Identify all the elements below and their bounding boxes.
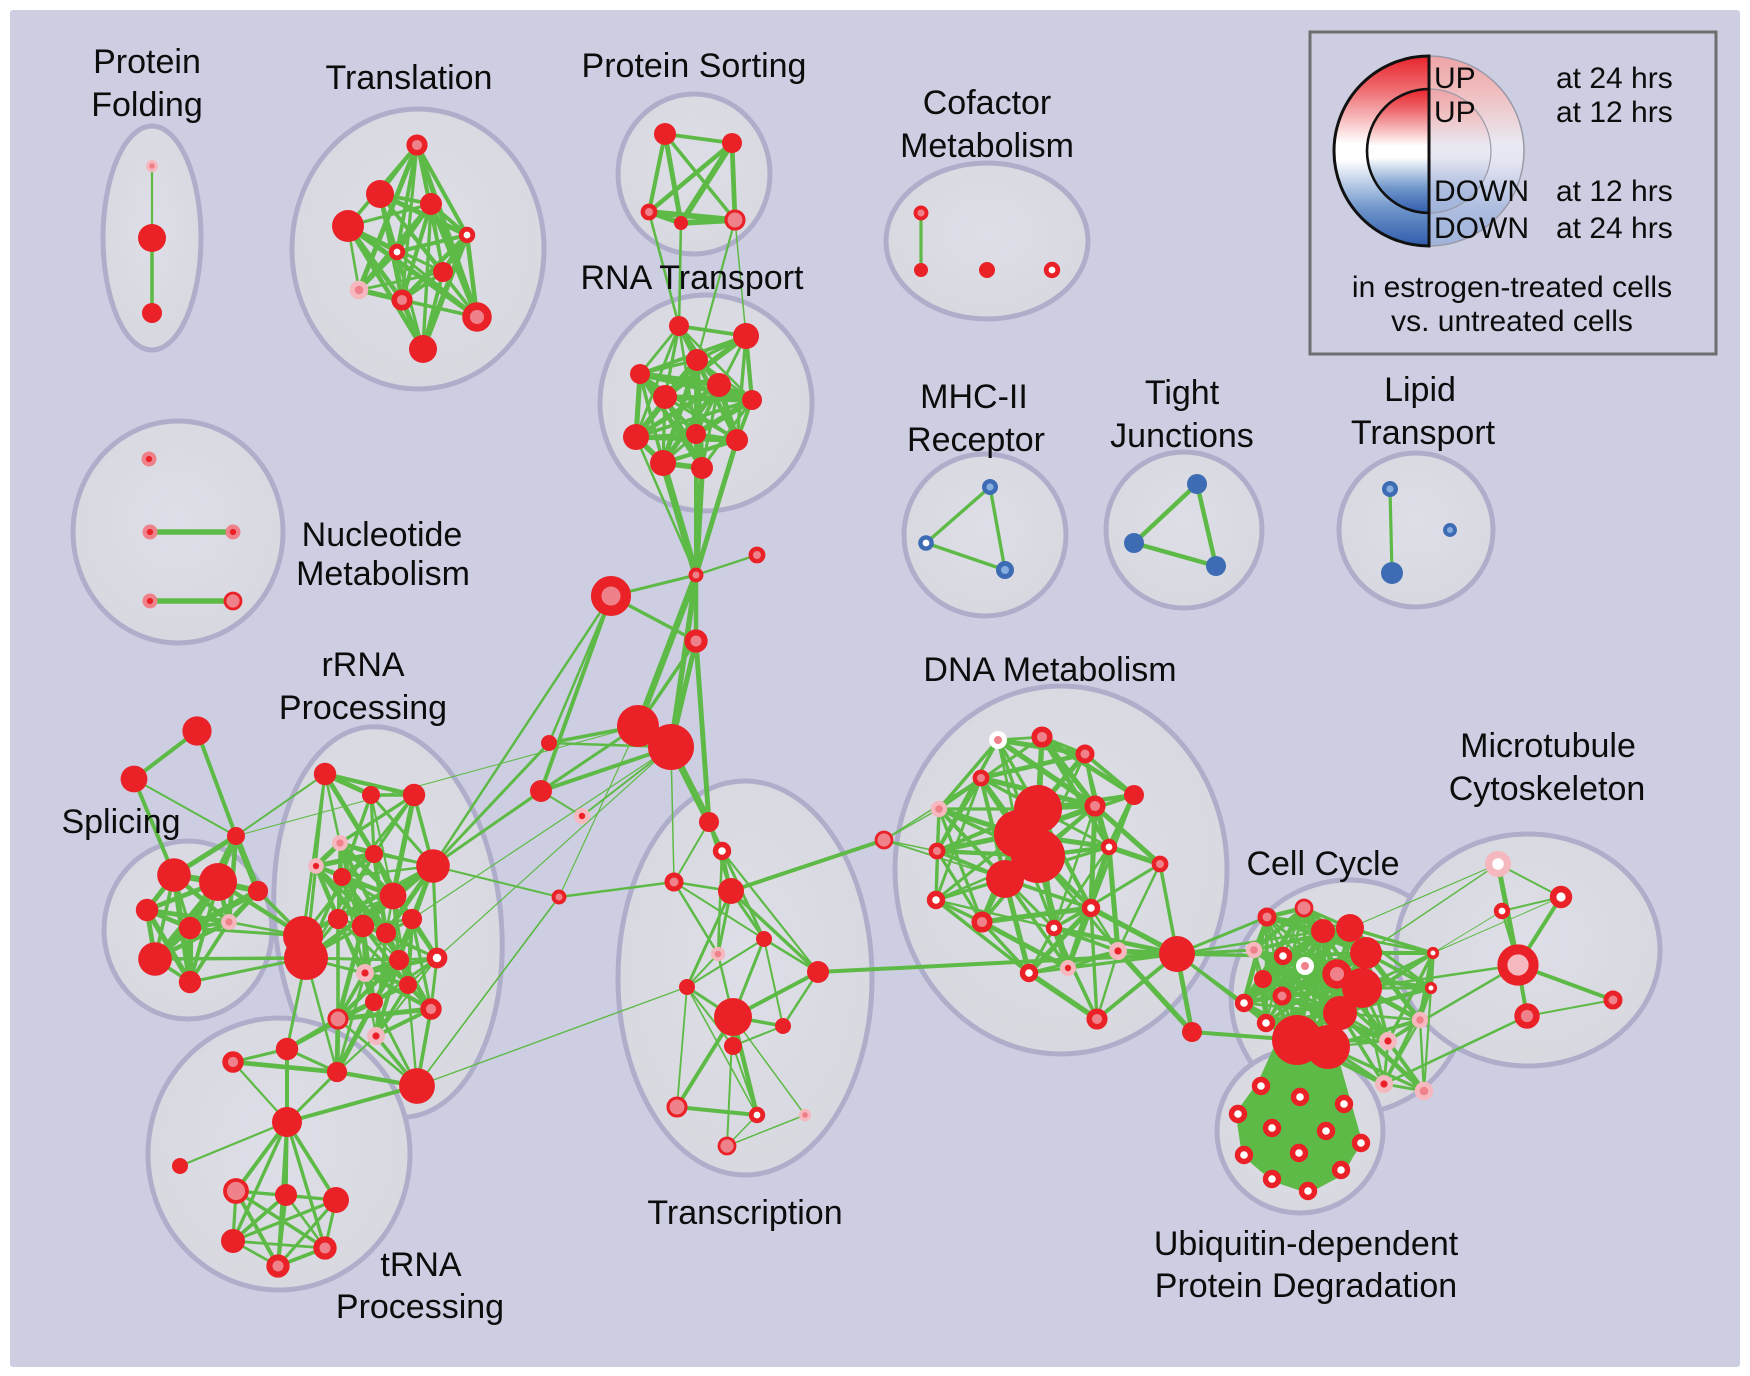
svg-text:MHC-II: MHC-II — [920, 378, 1028, 416]
svg-text:Tight: Tight — [1145, 374, 1220, 412]
svg-text:Cofactor: Cofactor — [923, 84, 1052, 122]
svg-text:rRNA: rRNA — [321, 646, 404, 684]
svg-text:Processing: Processing — [279, 689, 447, 727]
svg-text:Nucleotide: Nucleotide — [302, 516, 463, 554]
svg-text:Receptor: Receptor — [907, 421, 1045, 459]
svg-text:at 24 hrs: at 24 hrs — [1556, 212, 1673, 245]
svg-text:Transport: Transport — [1351, 414, 1496, 452]
svg-text:Microtubule: Microtubule — [1460, 727, 1636, 765]
svg-text:in estrogen-treated cells: in estrogen-treated cells — [1352, 271, 1672, 304]
svg-text:Protein Sorting: Protein Sorting — [582, 47, 807, 85]
svg-text:Ubiquitin-dependent: Ubiquitin-dependent — [1154, 1225, 1459, 1263]
svg-text:DOWN: DOWN — [1434, 175, 1529, 208]
svg-text:Folding: Folding — [91, 86, 203, 124]
svg-text:Cell Cycle: Cell Cycle — [1246, 845, 1399, 883]
svg-text:at 12 hrs: at 12 hrs — [1556, 96, 1673, 129]
svg-text:RNA Transport: RNA Transport — [581, 259, 805, 297]
svg-text:DOWN: DOWN — [1434, 212, 1529, 245]
svg-text:Splicing: Splicing — [61, 803, 180, 841]
svg-text:DNA Metabolism: DNA Metabolism — [923, 651, 1176, 689]
svg-text:Protein Degradation: Protein Degradation — [1155, 1267, 1457, 1305]
svg-text:Translation: Translation — [326, 59, 493, 97]
svg-text:UP: UP — [1434, 96, 1476, 129]
svg-text:Junctions: Junctions — [1110, 417, 1254, 455]
svg-text:at 24 hrs: at 24 hrs — [1556, 62, 1673, 95]
svg-text:Metabolism: Metabolism — [296, 555, 470, 593]
svg-text:Processing: Processing — [336, 1288, 504, 1326]
svg-text:Protein: Protein — [93, 43, 201, 81]
svg-text:vs. untreated cells: vs. untreated cells — [1391, 305, 1633, 338]
svg-text:Metabolism: Metabolism — [900, 127, 1074, 165]
svg-text:Transcription: Transcription — [647, 1194, 842, 1232]
svg-text:at 12 hrs: at 12 hrs — [1556, 175, 1673, 208]
svg-text:tRNA: tRNA — [380, 1246, 462, 1284]
svg-text:UP: UP — [1434, 62, 1476, 95]
svg-text:Cytoskeleton: Cytoskeleton — [1449, 770, 1646, 808]
svg-text:Lipid: Lipid — [1384, 371, 1456, 409]
